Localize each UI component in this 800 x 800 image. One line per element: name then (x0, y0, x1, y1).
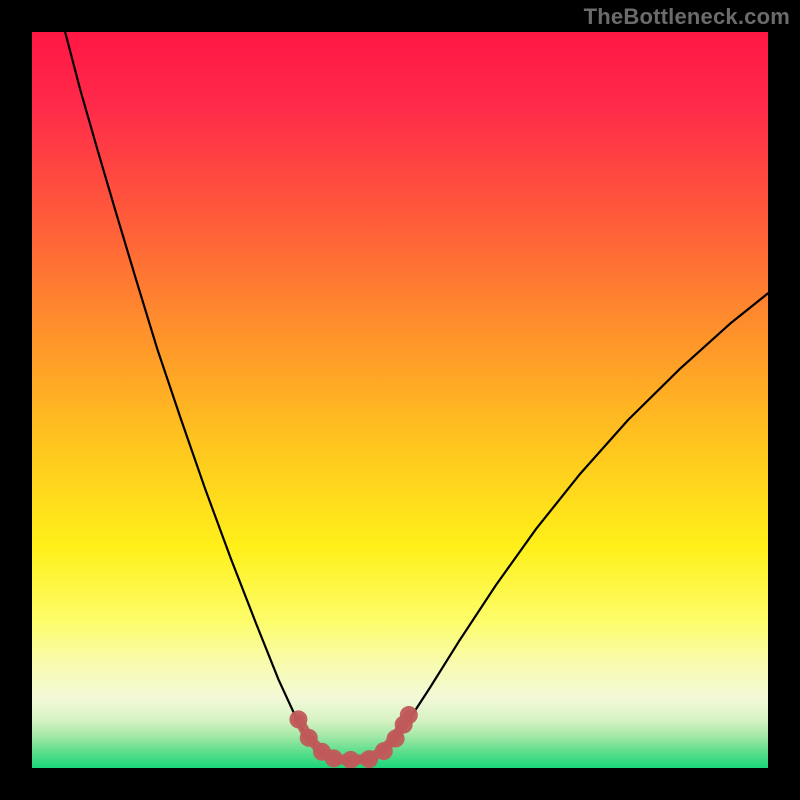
watermark-text: TheBottleneck.com (584, 4, 790, 30)
bottleneck-chart (0, 0, 800, 800)
chart-container: TheBottleneck.com (0, 0, 800, 800)
